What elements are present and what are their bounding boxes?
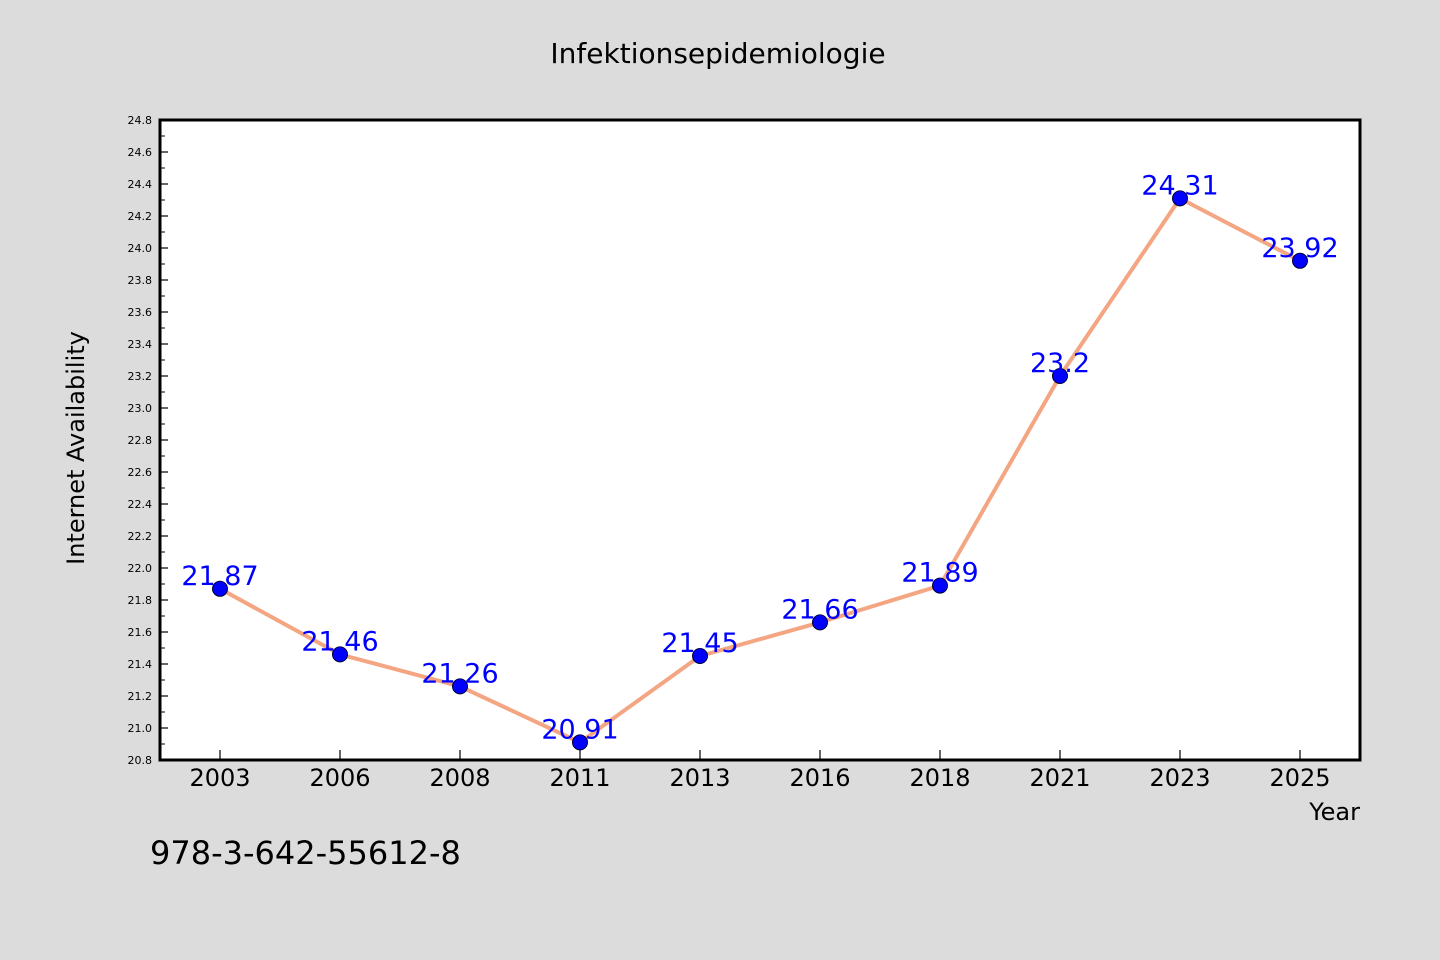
y-tick-label: 24.8 — [128, 114, 153, 127]
data-point — [812, 614, 828, 631]
data-label: 23.2 — [1030, 348, 1090, 379]
y-tick-label: 22.0 — [128, 562, 153, 575]
series-layer — [212, 190, 1308, 751]
data-label: 21.45 — [661, 628, 738, 659]
y-axis-label: Internet Availability — [62, 331, 90, 565]
x-tick-label: 2013 — [669, 764, 730, 792]
y-tick-label: 22.6 — [128, 466, 153, 479]
data-label: 21.89 — [901, 558, 978, 589]
y-tick-label: 21.4 — [128, 658, 153, 671]
data-label: 21.46 — [301, 626, 378, 657]
data-label: 21.66 — [781, 594, 858, 625]
series-line — [218, 196, 1302, 745]
y-tick-label: 20.8 — [128, 754, 153, 767]
x-tick-label: 2008 — [429, 764, 490, 792]
x-tick-label: 2018 — [909, 764, 970, 792]
data-point — [1292, 252, 1308, 269]
data-point — [1052, 368, 1068, 384]
data-point — [332, 646, 348, 663]
y-tick-label: 23.6 — [128, 306, 153, 319]
data-point — [692, 648, 708, 664]
y-tick-label: 21.8 — [128, 594, 153, 607]
y-tick-label: 24.2 — [128, 210, 153, 223]
x-tick-label: 2025 — [1269, 764, 1330, 792]
x-tick-label: 2021 — [1029, 764, 1090, 792]
y-tick-label: 22.8 — [128, 434, 153, 447]
y-tick-label: 23.8 — [128, 274, 153, 287]
data-point — [572, 734, 588, 751]
data-label: 23.92 — [1261, 233, 1338, 264]
data-point — [1172, 190, 1188, 207]
data-labels-layer: 21.87 21.46 21.26 20.91 21.45 21.66 21.89 23.2 2… — [181, 170, 1338, 745]
y-axis-ticks: 20.8 21.0 21.2 21.4 21.6 21.8 22.0 22.2 22.4 22.6… — [128, 114, 168, 767]
y-tick-label: 24.6 — [128, 146, 153, 159]
x-axis-ticks: 2003 2006 2008 2011 2013 2016 2018 2021 2023 2025 — [189, 750, 1331, 792]
footer-isbn-text: 978-3-642-55612-8 — [150, 834, 461, 872]
data-point — [212, 580, 228, 597]
y-tick-label: 21.6 — [128, 626, 153, 639]
y-tick-label: 24.4 — [128, 178, 153, 191]
x-axis-label: Year — [1308, 798, 1360, 826]
y-tick-label: 22.4 — [128, 498, 153, 511]
y-tick-label: 21.0 — [128, 722, 153, 735]
data-point — [452, 678, 468, 695]
x-tick-label: 2023 — [1149, 764, 1210, 792]
x-tick-label: 2006 — [309, 764, 370, 792]
x-tick-label: 2011 — [549, 764, 610, 792]
x-tick-label: 2003 — [189, 764, 250, 792]
x-tick-label: 2016 — [789, 764, 850, 792]
plot-area — [158, 118, 1362, 762]
y-tick-label: 22.2 — [128, 530, 153, 543]
data-label: 21.87 — [181, 561, 258, 592]
y-tick-label: 21.2 — [128, 690, 153, 703]
y-tick-label: 23.0 — [128, 402, 153, 415]
data-label: 24.31 — [1141, 170, 1218, 201]
data-point — [932, 577, 948, 594]
data-label: 21.26 — [421, 658, 498, 689]
chart-title: Infektionsepidemiologie — [550, 37, 885, 70]
y-tick-label: 24.0 — [128, 242, 153, 255]
y-tick-label: 23.4 — [128, 338, 153, 351]
data-label: 20.91 — [541, 714, 618, 745]
y-tick-label: 23.2 — [128, 370, 153, 383]
